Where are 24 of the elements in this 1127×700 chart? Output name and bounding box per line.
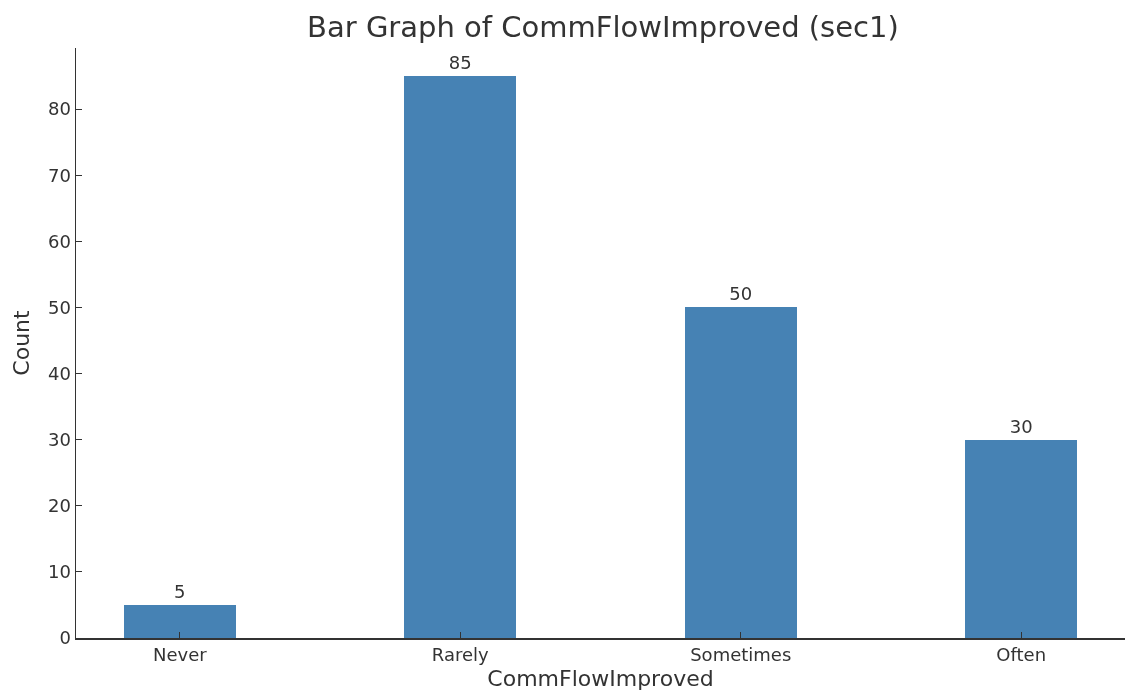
data-label: 30 — [1009, 415, 1033, 437]
y-tick-label: 10 — [47, 561, 71, 583]
bar — [123, 604, 236, 638]
bar — [965, 439, 1078, 638]
data-label: 50 — [729, 283, 753, 305]
x-tick-label: Sometimes — [690, 644, 792, 666]
y-tick-label: 50 — [47, 296, 71, 318]
chart-title: Bar Graph of CommFlowImproved (sec1) — [307, 9, 899, 44]
x-axis-title: CommFlowImproved — [487, 665, 714, 691]
x-tick-label: Never — [152, 644, 208, 666]
x-tick-label: Often — [996, 644, 1047, 666]
data-label: 5 — [174, 580, 186, 602]
bar — [404, 76, 517, 638]
bar — [684, 307, 797, 638]
y-tick-label: 0 — [59, 627, 71, 649]
y-axis-title: Count — [9, 309, 35, 376]
data-label: 85 — [448, 52, 472, 74]
y-tick-label: 60 — [47, 230, 71, 252]
y-tick-label: 80 — [47, 98, 71, 120]
y-tick-label: 30 — [47, 428, 71, 450]
y-tick-label: 20 — [47, 495, 71, 517]
y-tick-label: 70 — [47, 164, 71, 186]
y-tick-label: 40 — [47, 362, 71, 384]
x-tick-label: Rarely — [431, 644, 490, 666]
